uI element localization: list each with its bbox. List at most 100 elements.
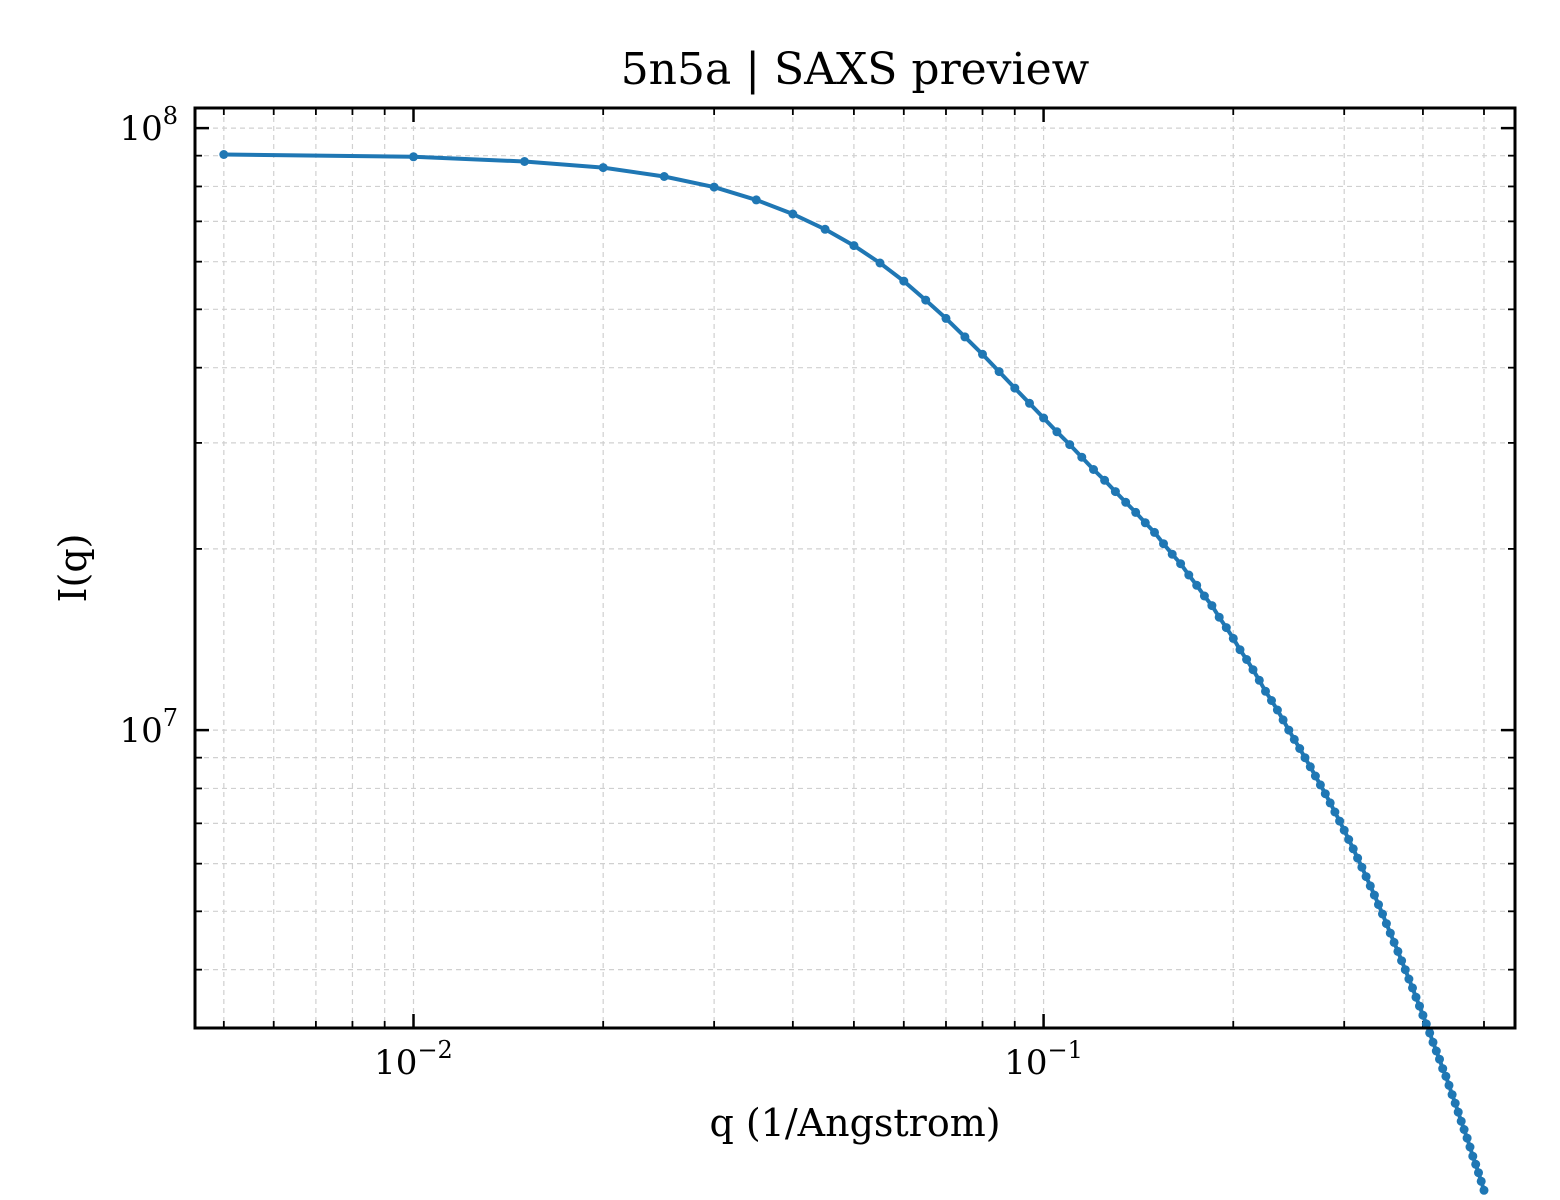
data-point xyxy=(1474,1168,1483,1178)
data-point xyxy=(1184,570,1194,580)
data-point xyxy=(875,258,885,268)
data-point xyxy=(1315,780,1325,790)
tick-labels: 10−2 10−1 107 108 xyxy=(119,102,1082,1083)
data-point xyxy=(1289,734,1299,744)
data-point xyxy=(1361,872,1371,882)
data-point xyxy=(1010,383,1020,393)
data-point xyxy=(1089,465,1098,474)
data-point xyxy=(1411,992,1421,1002)
data-point xyxy=(1077,452,1087,462)
data-point xyxy=(1369,890,1379,900)
grid xyxy=(195,108,1515,1028)
x-axis-label: q (1/Angstrom) xyxy=(709,1101,1000,1145)
data-point xyxy=(1441,1071,1451,1081)
data-point xyxy=(1438,1064,1448,1074)
data-series xyxy=(219,150,1489,1195)
data-point xyxy=(1378,909,1387,919)
data-point xyxy=(1453,1107,1463,1117)
data-point xyxy=(1471,1159,1481,1169)
data-point xyxy=(1365,881,1375,891)
data-point xyxy=(1242,655,1252,664)
data-point xyxy=(1110,487,1120,497)
data-point xyxy=(1339,825,1349,835)
data-point xyxy=(1261,686,1270,696)
data-point xyxy=(1335,816,1345,826)
data-point xyxy=(1052,427,1062,437)
data-point xyxy=(1353,853,1363,863)
data-point xyxy=(1214,612,1224,622)
data-point xyxy=(1428,1037,1438,1047)
data-point xyxy=(1176,559,1186,569)
data-point xyxy=(1284,725,1294,735)
data-point xyxy=(1140,518,1150,528)
data-point xyxy=(1100,475,1110,485)
data-point xyxy=(1254,675,1264,685)
data-point xyxy=(1267,696,1276,705)
data-point xyxy=(1131,507,1141,517)
data-point xyxy=(1415,1001,1424,1011)
data-point xyxy=(1397,956,1407,966)
y-axis-label: I(q) xyxy=(51,534,95,603)
data-point xyxy=(1221,623,1231,633)
data-point xyxy=(1025,398,1034,408)
data-point xyxy=(1374,900,1383,910)
data-point xyxy=(520,157,529,166)
data-point xyxy=(1465,1142,1475,1152)
data-point xyxy=(1444,1080,1454,1090)
data-point xyxy=(1320,789,1330,799)
data-point xyxy=(409,152,418,162)
data-point xyxy=(1476,1176,1486,1186)
series-line xyxy=(223,152,1486,1191)
data-point xyxy=(1479,1185,1489,1195)
data-point xyxy=(1228,633,1238,643)
data-point xyxy=(899,276,909,286)
data-point xyxy=(1330,807,1340,817)
data-point xyxy=(978,349,987,359)
data-point xyxy=(1278,715,1288,725)
data-point xyxy=(1418,1010,1428,1020)
data-point xyxy=(1305,762,1315,772)
data-point xyxy=(820,224,830,234)
data-point xyxy=(1381,919,1391,929)
data-point xyxy=(994,367,1004,377)
data-point xyxy=(709,182,719,192)
data-point xyxy=(1425,1028,1435,1038)
data-point xyxy=(1421,1019,1431,1029)
data-point xyxy=(921,295,931,305)
data-point xyxy=(1393,946,1403,956)
data-point xyxy=(1435,1054,1444,1064)
data-point xyxy=(1065,440,1075,450)
data-point xyxy=(1357,862,1367,872)
data-point xyxy=(960,332,970,342)
y-tick-label: 107 xyxy=(119,704,178,751)
data-point xyxy=(1039,413,1049,423)
data-point xyxy=(659,172,669,181)
data-point xyxy=(941,313,951,323)
data-point xyxy=(1272,705,1282,715)
data-point xyxy=(1348,844,1358,854)
data-point xyxy=(1462,1133,1472,1143)
x-tick-label: 10−1 xyxy=(1004,1036,1083,1083)
data-point xyxy=(1385,928,1395,938)
data-point xyxy=(1167,549,1177,559)
data-point xyxy=(1389,937,1399,947)
data-point xyxy=(1235,645,1245,655)
data-point xyxy=(1192,580,1202,590)
data-point xyxy=(1159,539,1168,549)
data-point xyxy=(1310,771,1320,781)
data-point xyxy=(1248,665,1258,675)
data-point xyxy=(1468,1151,1478,1161)
data-point xyxy=(1199,591,1209,601)
data-point xyxy=(219,150,229,159)
data-point xyxy=(1344,835,1354,844)
data-point xyxy=(788,209,798,219)
data-point xyxy=(1447,1090,1457,1100)
data-point xyxy=(1404,974,1414,984)
x-tick-label: 10−2 xyxy=(374,1036,453,1083)
data-point xyxy=(849,241,859,251)
data-point xyxy=(1456,1116,1466,1126)
data-point xyxy=(598,163,608,173)
data-point xyxy=(1408,983,1417,993)
